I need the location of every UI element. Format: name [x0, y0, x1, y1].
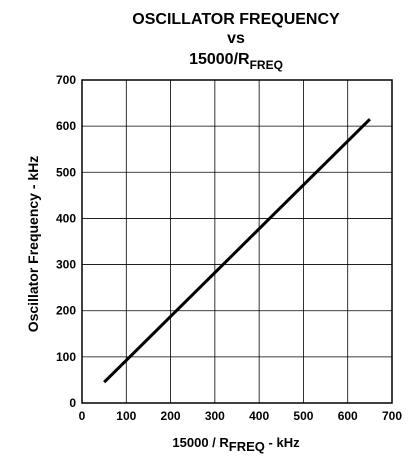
grid-lines	[82, 80, 392, 403]
y-tick-label: 700	[56, 73, 76, 87]
y-tick-label: 500	[56, 165, 76, 179]
x-tick-label: 200	[161, 409, 181, 423]
y-axis-label: Oscillator Frequency - kHz	[25, 156, 41, 333]
x-tick-label: 600	[338, 409, 358, 423]
chart-title-rfreq-subscript: FREQ	[250, 58, 283, 72]
y-tick-label: 600	[56, 119, 76, 133]
y-tick-label: 400	[56, 211, 76, 225]
y-tick-label: 300	[56, 258, 76, 272]
x-axis-label: 15000 / RFREQ - kHz	[172, 435, 300, 454]
plot-area-frame	[81, 79, 393, 404]
y-tick-label: 0	[69, 396, 76, 410]
x-tick-label: 500	[293, 409, 313, 423]
series-line	[103, 118, 371, 384]
x-axis-label-unit: - kHz	[265, 435, 300, 450]
chart-title-rfreq: 15000/R	[189, 51, 250, 68]
y-tick-label: 200	[56, 304, 76, 318]
x-tick-label: 100	[116, 409, 136, 423]
x-axis-label-subscript: FREQ	[229, 439, 265, 454]
chart-title-line1: OSCILLATOR FREQUENCY	[132, 11, 340, 28]
y-axis-ticks: 0 100 200 300 400 500 600 700	[56, 73, 76, 410]
x-tick-label: 300	[205, 409, 225, 423]
x-tick-label: 0	[79, 409, 86, 423]
x-tick-label: 700	[382, 409, 402, 423]
data-series	[103, 118, 371, 384]
chart-title-line2: vs	[227, 30, 245, 47]
chart-title-line3: 15000/RFREQ	[189, 51, 283, 72]
x-axis-label-main: 15000 / R	[172, 435, 229, 450]
y-tick-label: 100	[56, 350, 76, 364]
x-tick-label: 400	[249, 409, 269, 423]
x-axis-ticks: 0 100 200 300 400 500 600 700	[79, 409, 403, 423]
